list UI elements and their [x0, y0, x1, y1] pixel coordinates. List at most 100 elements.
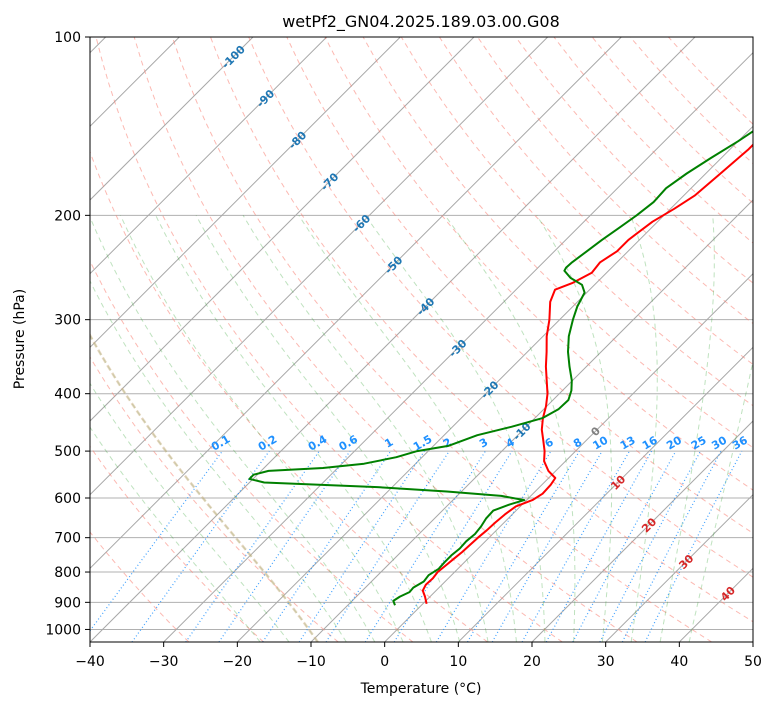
- y-tick-label: 200: [54, 208, 81, 224]
- dry-adiabat: [90, 259, 414, 642]
- moist-adiabat: [90, 279, 347, 642]
- mixing-ratio-label: 25: [689, 434, 709, 453]
- isotherm-line: [605, 493, 753, 642]
- isotherm-line: [163, 51, 753, 642]
- mixing-ratio-line: [325, 450, 450, 642]
- isotherm-line: [90, 37, 401, 349]
- isotherm-label: -50: [382, 253, 405, 276]
- dry-adiabat: [90, 445, 264, 642]
- moist-adiabat: [298, 215, 517, 642]
- mixing-ratio-label: 0.1: [209, 433, 232, 454]
- isotherm-line: [752, 641, 753, 642]
- isotherm-line: [310, 199, 753, 642]
- moist-adiabat: [536, 215, 613, 642]
- y-tick-label: 600: [54, 491, 81, 507]
- isotherm-line: [90, 37, 254, 201]
- isotherm-line: [531, 420, 753, 642]
- axes: −40 −30 −20 −10 0 10 20 30 40 50 1000 900 800 700 600 5…: [45, 30, 762, 670]
- moist-adiabat: [364, 215, 546, 642]
- background-lines: [90, 37, 753, 642]
- y-tick-label: 900: [54, 595, 81, 611]
- dry-adiabat: [171, 37, 712, 642]
- isotherm-line: [678, 567, 753, 642]
- moist-adiabat: [90, 215, 376, 642]
- x-tick-label: 20: [523, 654, 541, 670]
- dry-adiabat: [400, 37, 753, 407]
- isotherm-line: [90, 37, 622, 570]
- plot-frame: [89, 36, 754, 643]
- x-tick-label: 10: [449, 654, 467, 670]
- isotherm-line: [236, 125, 753, 642]
- isotherm-label: -80: [286, 129, 309, 152]
- y-tick-label: 700: [54, 531, 81, 547]
- dry-adiabat: [553, 37, 753, 244]
- moist-adiabat: [242, 215, 489, 642]
- isotherm-line: [90, 37, 328, 275]
- x-tick-label: 0: [380, 654, 389, 670]
- isotherm-line: [90, 37, 696, 642]
- dry-adiabat: [668, 37, 753, 125]
- mixing-ratio-label: 0.6: [337, 432, 361, 453]
- moist-adiabat: [659, 215, 715, 642]
- dendritic-curve: [90, 332, 319, 642]
- mixing-ratio-line: [393, 450, 513, 642]
- y-tick-label: 1000: [45, 622, 81, 638]
- grid-layer: [90, 37, 753, 642]
- dry-adiabat: [591, 37, 753, 204]
- isotherm-label: -70: [318, 170, 341, 193]
- mixing-ratio-label: 3: [477, 436, 490, 451]
- dry-adiabat: [515, 37, 753, 284]
- dry-adiabat: [477, 37, 753, 325]
- isotherm-label: 30: [676, 552, 696, 572]
- y-tick-label: 300: [54, 313, 81, 329]
- mixing-ratio-line: [621, 450, 722, 642]
- x-tick-label: 50: [744, 654, 762, 670]
- moist-adiabat: [630, 215, 658, 642]
- mixing-ratio-line: [131, 450, 270, 642]
- x-tick-label: 40: [670, 654, 688, 670]
- x-tick-label: −40: [75, 654, 105, 670]
- mixing-ratio-label: 8: [571, 436, 584, 451]
- mixing-ratio-line: [218, 450, 351, 642]
- isotherm-line: [457, 346, 753, 642]
- moist-adiabat: [688, 358, 753, 642]
- profile-lines: [248, 130, 753, 606]
- dry-adiabat: [248, 37, 753, 578]
- moist-adiabat: [195, 215, 461, 642]
- y-tick-label: 500: [54, 444, 81, 460]
- dewpoint-line: [248, 130, 753, 606]
- mixing-ratio-line: [185, 450, 320, 642]
- mixing-ratio-label: 13: [618, 434, 638, 453]
- mixing-ratio-label: 0.2: [256, 433, 279, 454]
- mixing-ratio-line: [90, 450, 223, 632]
- mixing-ratio-line: [572, 450, 677, 642]
- dry-adiabat: [210, 37, 753, 623]
- mixing-ratio-label: 0.4: [306, 432, 330, 453]
- temperature-line: [421, 143, 753, 605]
- mixing-ratio-line: [435, 450, 552, 642]
- moist-adiabat: [155, 215, 432, 642]
- y-tick-label: 100: [54, 30, 81, 46]
- x-axis-label: Temperature (°C): [360, 681, 482, 697]
- mixing-ratio-line: [364, 450, 486, 642]
- isotherm-line: [384, 272, 753, 642]
- x-tick-label: 30: [597, 654, 615, 670]
- moist-adiabat: [90, 426, 261, 642]
- isotherm-line: [90, 37, 475, 422]
- mixing-ratio-line: [599, 450, 702, 642]
- mixing-ratio-label: 16: [640, 433, 660, 452]
- dry-adiabat: [286, 37, 753, 534]
- x-tick-label: −20: [223, 654, 253, 670]
- moist-adiabat: [120, 215, 404, 642]
- dry-adiabat: [90, 356, 339, 642]
- x-tick-label: −10: [296, 654, 326, 670]
- isotherm-label: -100: [219, 43, 248, 72]
- isotherm-label: -90: [254, 87, 277, 110]
- moist-adiabat: [444, 215, 576, 642]
- chart-title: wetPf2_GN04.2025.189.03.00.G08: [282, 12, 560, 32]
- mixing-ratio-line: [262, 450, 392, 642]
- mixing-ratio-label: 10: [591, 433, 611, 452]
- dry-adiabat: [90, 150, 488, 642]
- mixing-ratio-line: [545, 450, 653, 642]
- mixing-ratio-label: 30: [709, 433, 729, 452]
